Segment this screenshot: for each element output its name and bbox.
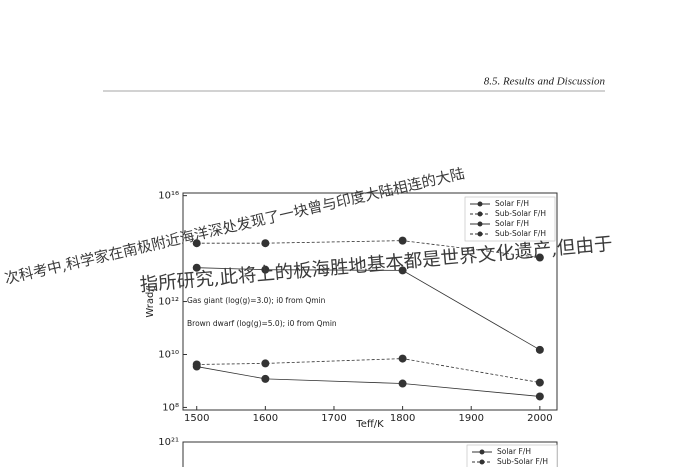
plot: 10⁸ 10¹⁰ 10¹² 10¹⁶ 1500 1600 1700 1800 1900 2000 T…: [145, 191, 558, 467]
data-point: [261, 359, 270, 368]
running-header: 8.5. Results and Discussion: [484, 76, 606, 88]
data-point: [192, 360, 201, 369]
data-point: [261, 265, 270, 274]
data-point: [261, 374, 270, 383]
data-point: [398, 379, 407, 388]
data-point: [535, 378, 544, 387]
handwritten-note: 指所研究,此将上的板海胜地基本都是世界文化遗产,但由于: [139, 234, 613, 296]
x-tick-label: 1700: [321, 413, 346, 424]
legend-marker: [477, 201, 483, 207]
x-tick-label: 1600: [253, 413, 278, 424]
data-point: [261, 239, 270, 248]
legend-marker: [479, 459, 485, 465]
data-point: [535, 253, 544, 262]
series-line: [196, 358, 540, 383]
legend-label: Sub-Solar F/H: [495, 209, 546, 218]
legend-label: Sub-Solar F/H: [497, 457, 548, 466]
legend-marker: [479, 449, 485, 455]
data-point: [192, 263, 201, 272]
legend-marker: [477, 231, 483, 237]
data-point: [398, 354, 407, 363]
legend-marker: [477, 211, 483, 217]
annotation: Brown dwarf (log(g)=5.0); i0 from Qmin: [187, 319, 337, 328]
data-point: [192, 239, 201, 248]
y-tick-label: 10¹⁰: [158, 349, 179, 360]
data-point: [398, 236, 407, 245]
series-line: [196, 366, 540, 397]
y-axis-label: Wrad/J: [145, 285, 156, 317]
y-tick-label: 10⁸: [162, 402, 179, 413]
data-point: [535, 345, 544, 354]
x-axis-label: Teff/K: [355, 419, 384, 430]
annotation: Gas giant (log(g)=3.0); i0 from Qmin: [187, 296, 326, 305]
x-tick-label: 1500: [184, 413, 209, 424]
legend-label: Solar F/H: [497, 447, 531, 456]
x-tick-label: 2000: [527, 413, 552, 424]
series-line: [196, 267, 541, 351]
y-tick-label: 10¹²: [158, 297, 179, 308]
legend-label: Solar F/H: [495, 219, 529, 228]
y-tick-label: 10¹⁶: [158, 191, 179, 202]
x-tick-label: 1800: [390, 413, 415, 424]
data-point: [535, 392, 544, 401]
x-tick-label: 1900: [458, 413, 483, 424]
data-point: [398, 266, 407, 275]
legend-marker: [477, 221, 483, 227]
y-tick-label: 10²¹: [158, 437, 179, 448]
series-line: [196, 240, 540, 258]
legend-label: Sub-Solar F/H: [495, 229, 546, 238]
legend-label: Solar F/H: [495, 199, 529, 208]
